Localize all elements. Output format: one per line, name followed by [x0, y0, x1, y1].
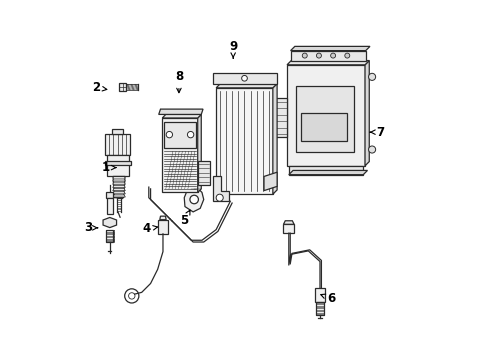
Polygon shape [364, 60, 368, 166]
Polygon shape [112, 129, 122, 134]
Text: 7: 7 [369, 126, 383, 139]
Polygon shape [107, 155, 128, 176]
Text: 9: 9 [228, 40, 237, 58]
Polygon shape [112, 185, 125, 188]
Polygon shape [290, 51, 365, 60]
Circle shape [330, 53, 335, 58]
Text: 1: 1 [102, 161, 116, 174]
Circle shape [344, 53, 349, 58]
Polygon shape [160, 216, 166, 220]
Polygon shape [288, 166, 363, 175]
Polygon shape [290, 46, 369, 51]
Bar [163, 122, 196, 148]
Polygon shape [288, 170, 367, 175]
Circle shape [187, 131, 193, 138]
Circle shape [241, 76, 247, 81]
Polygon shape [106, 192, 113, 198]
Polygon shape [112, 195, 125, 197]
Polygon shape [112, 179, 125, 181]
Polygon shape [286, 60, 368, 65]
Bar [162, 118, 197, 192]
Polygon shape [107, 198, 112, 214]
Polygon shape [112, 189, 125, 191]
Polygon shape [274, 99, 286, 138]
Circle shape [189, 195, 198, 204]
Polygon shape [283, 221, 293, 224]
Polygon shape [272, 84, 277, 194]
Bar [212, 73, 277, 84]
Circle shape [216, 194, 223, 201]
Polygon shape [162, 114, 201, 118]
Polygon shape [216, 84, 277, 88]
Circle shape [166, 131, 172, 138]
Polygon shape [106, 230, 113, 242]
Bar [301, 113, 346, 141]
Bar [216, 88, 272, 194]
Polygon shape [197, 161, 210, 185]
Text: 8: 8 [174, 70, 183, 93]
Circle shape [368, 146, 375, 153]
Bar [295, 86, 354, 152]
Polygon shape [197, 114, 201, 192]
Polygon shape [158, 220, 167, 234]
Polygon shape [315, 302, 324, 315]
Bar [286, 65, 364, 166]
Polygon shape [112, 182, 125, 184]
Text: 6: 6 [320, 292, 335, 305]
Polygon shape [212, 176, 228, 201]
Polygon shape [103, 217, 116, 228]
Text: 3: 3 [83, 221, 98, 234]
Polygon shape [184, 187, 203, 212]
Circle shape [368, 73, 375, 80]
Polygon shape [112, 192, 125, 194]
Text: 4: 4 [142, 222, 157, 235]
Text: 2: 2 [92, 81, 106, 94]
Polygon shape [314, 288, 325, 302]
Polygon shape [119, 83, 126, 91]
Polygon shape [105, 134, 130, 155]
Circle shape [316, 53, 321, 58]
Text: 5: 5 [180, 210, 190, 227]
Polygon shape [159, 109, 203, 114]
Polygon shape [264, 172, 277, 191]
Polygon shape [105, 161, 131, 165]
Circle shape [302, 53, 306, 58]
Polygon shape [113, 176, 125, 198]
Polygon shape [283, 224, 293, 233]
